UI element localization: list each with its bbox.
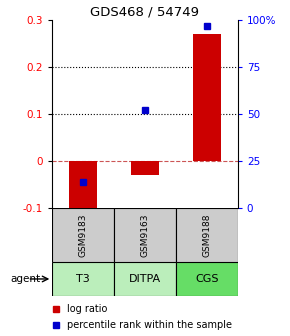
Text: DITPA: DITPA: [129, 274, 161, 284]
Bar: [131, 161, 159, 175]
Text: T3: T3: [76, 274, 90, 284]
Bar: [176, 262, 238, 296]
Bar: [52, 262, 114, 296]
Title: GDS468 / 54749: GDS468 / 54749: [90, 6, 200, 19]
Bar: [176, 208, 238, 262]
Text: GSM9188: GSM9188: [202, 213, 211, 257]
Text: GSM9183: GSM9183: [79, 213, 88, 257]
Text: log ratio: log ratio: [67, 304, 107, 314]
Bar: [52, 208, 114, 262]
Text: GSM9163: GSM9163: [140, 213, 150, 257]
Bar: [193, 34, 221, 161]
Text: agent: agent: [10, 274, 41, 284]
Text: CGS: CGS: [195, 274, 219, 284]
Bar: [114, 262, 176, 296]
Bar: [69, 161, 97, 218]
Text: percentile rank within the sample: percentile rank within the sample: [67, 320, 232, 330]
Bar: [114, 208, 176, 262]
